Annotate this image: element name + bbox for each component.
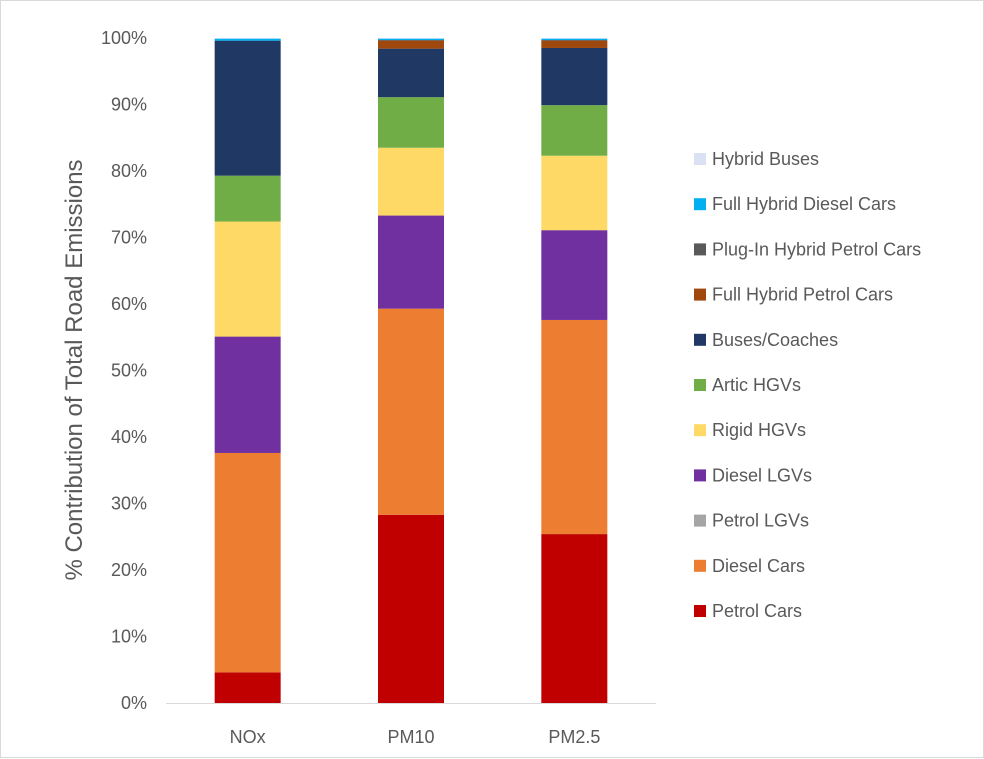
bar-segment (378, 308, 444, 515)
y-tick-label: 20% (111, 560, 147, 580)
legend-swatch (694, 198, 706, 211)
legend-swatch (694, 333, 706, 346)
bar-segment (541, 155, 608, 231)
bar-segment (378, 147, 444, 216)
bar-segment (214, 221, 281, 337)
bar-segment (541, 230, 608, 320)
y-tick-label: 60% (111, 294, 147, 314)
legend-label: Hybrid Buses (712, 149, 819, 169)
bar-segment (378, 38, 444, 40)
bar-segment (214, 336, 281, 453)
x-category-labels: NOx PM10 PM2.5 (230, 727, 601, 747)
legend-swatch (694, 469, 706, 482)
legend-swatch (694, 288, 706, 301)
bar-segment (378, 38, 444, 39)
legend-label: Diesel Cars (712, 556, 805, 576)
y-tick-label: 40% (111, 427, 147, 447)
y-tick-label: 50% (111, 361, 147, 381)
legend-label: Full Hybrid Diesel Cars (712, 194, 896, 214)
bar-segment (541, 40, 608, 48)
legend-label: Petrol LGVs (712, 511, 809, 531)
bar-segment (541, 38, 608, 40)
legend-label: Full Hybrid Petrol Cars (712, 285, 893, 305)
y-tick-labels: 0% 10% 20% 30% 40% 50% 60% 70% 80% 90% 100% (101, 28, 147, 713)
bar-segment (541, 39, 608, 41)
x-category-label: PM2.5 (548, 727, 600, 747)
bar-segment (378, 514, 444, 703)
legend-swatch (694, 153, 706, 165)
bar-segment (214, 672, 281, 703)
bar-segment (378, 215, 444, 309)
legend-swatch (694, 605, 706, 617)
bar-segment (214, 452, 281, 673)
bar-segment (541, 105, 608, 156)
bar-segment (378, 48, 444, 98)
legend-swatch (694, 243, 706, 256)
legend-label: Plug-In Hybrid Petrol Cars (712, 239, 921, 259)
y-tick-label: 0% (121, 693, 147, 713)
legend-label: Petrol Cars (712, 601, 802, 621)
legend-label: Diesel LGVs (712, 465, 812, 485)
y-tick-label: 100% (101, 28, 147, 48)
bar-segment (541, 319, 608, 535)
legend-swatch (694, 379, 706, 391)
y-tick-label: 90% (111, 95, 147, 115)
bar-segment (214, 175, 281, 222)
bar-segment (214, 38, 281, 39)
bar-segment (214, 40, 281, 176)
y-tick-label: 70% (111, 228, 147, 248)
bar-segment (378, 40, 444, 49)
legend: Hybrid Buses Full Hybrid Diesel Cars Plug-… (694, 149, 921, 621)
legend-swatch (694, 514, 706, 527)
legend-swatch (694, 424, 706, 437)
y-axis-title: % Contribution of Total Road Emissions (61, 159, 88, 580)
bar-segment (541, 38, 608, 39)
legend-swatch (694, 559, 706, 572)
legend-label: Artic HGVs (712, 375, 801, 395)
bar-segment (378, 39, 444, 41)
bars (214, 38, 608, 703)
y-tick-label: 80% (111, 161, 147, 181)
x-category-label: PM10 (387, 727, 434, 747)
bar-segment (214, 38, 281, 41)
legend-label: Buses/Coaches (712, 330, 838, 350)
bar-segment (541, 47, 608, 106)
x-category-label: NOx (230, 727, 266, 747)
y-tick-label: 10% (111, 627, 147, 647)
y-tick-label: 30% (111, 494, 147, 514)
bar-segment (378, 97, 444, 148)
legend-label: Rigid HGVs (712, 420, 806, 440)
bar-segment (541, 534, 608, 703)
